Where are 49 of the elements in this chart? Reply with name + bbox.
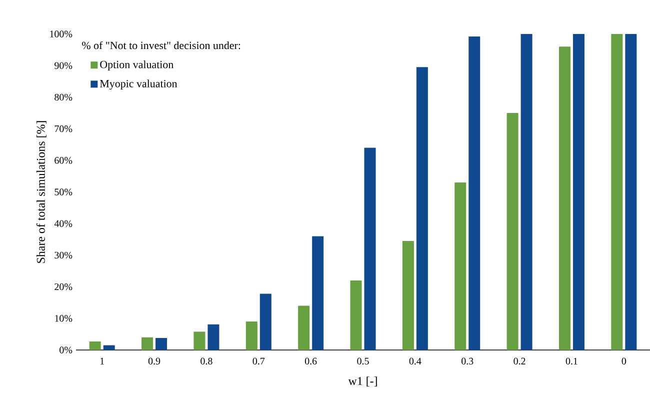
y-tick-label: 100% — [50, 30, 72, 38]
bar — [468, 36, 480, 350]
bar — [454, 182, 466, 350]
bar — [194, 332, 206, 350]
y-tick-label: 90% — [54, 62, 72, 69]
bar — [208, 324, 220, 350]
y-tick-label: 50% — [54, 188, 72, 196]
bar — [312, 236, 324, 350]
x-tick-label: 0.2 — [514, 358, 526, 365]
bar — [142, 337, 154, 350]
y-tick-label: 70% — [54, 125, 72, 132]
y-tick-label: 30% — [54, 252, 72, 259]
bar — [506, 112, 518, 350]
legend-label: Myopic valuation — [100, 80, 178, 90]
bar — [364, 148, 376, 350]
bar — [402, 240, 414, 350]
x-tick-label: 0.4 — [409, 358, 422, 365]
x-tick-label: 0.5 — [357, 358, 369, 365]
x-tick-label: 0 — [622, 358, 626, 364]
bar — [156, 338, 168, 350]
bar — [298, 306, 310, 350]
y-tick-label: 20% — [54, 283, 72, 290]
y-tick-label: 10% — [55, 315, 72, 322]
x-tick-label: 0.9 — [148, 358, 160, 365]
y-tick-label: 0% — [60, 346, 72, 354]
y-tick-label: 40% — [54, 220, 72, 227]
bar — [611, 34, 623, 350]
bar — [520, 34, 532, 350]
bar — [246, 322, 258, 350]
x-tick-label: 0.6 — [304, 358, 317, 365]
legend-title: % of "Not to invest" decision under: — [82, 41, 240, 50]
x-tick-label: 0.7 — [252, 358, 265, 365]
bar — [350, 280, 362, 350]
bar — [260, 294, 272, 350]
bar — [625, 34, 637, 350]
bar — [103, 345, 115, 350]
legend-label: Option valuation — [100, 60, 174, 70]
y-tick-label: 80% — [54, 94, 72, 101]
bar — [572, 34, 584, 350]
x-tick-label: 1 — [100, 358, 104, 364]
bar — [416, 67, 428, 350]
x-tick-label: 0.1 — [566, 358, 578, 365]
x-tick-label: 0.3 — [462, 358, 474, 365]
y-tick-label: 60% — [54, 157, 72, 164]
bar — [89, 341, 101, 350]
x-tick-label: 0.8 — [200, 358, 212, 365]
bar — [558, 46, 570, 350]
x-axis-title: w1 [-] — [348, 376, 377, 387]
y-axis-title: Share of total simulations [%] — [36, 121, 46, 263]
